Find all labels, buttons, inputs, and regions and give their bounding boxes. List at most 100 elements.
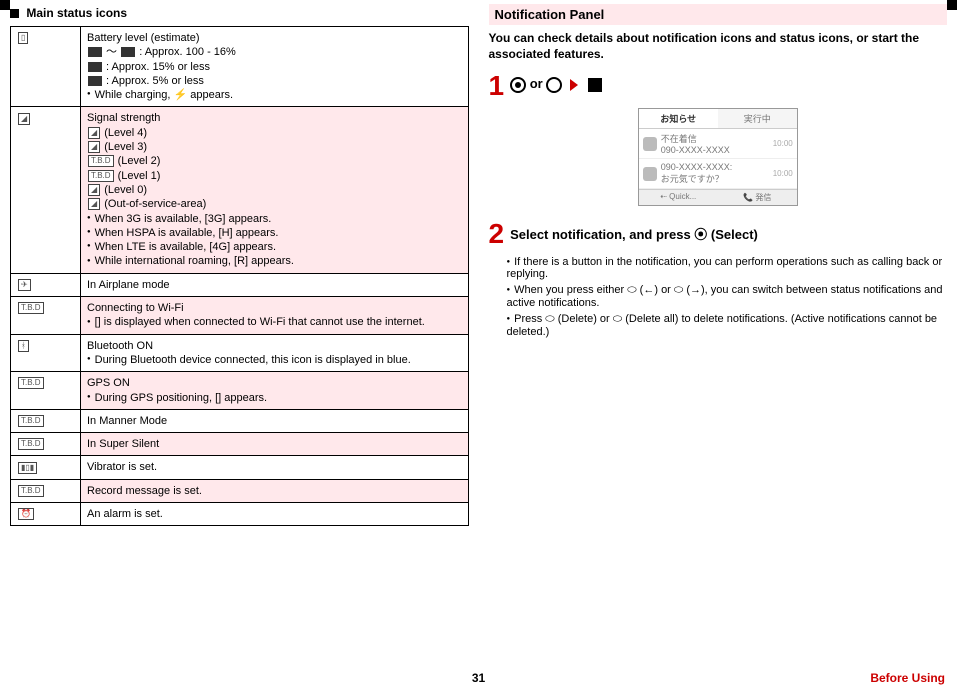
bullet: Press ⬭ (Delete) or ⬭ (Delete all) to de… [507,313,948,338]
line: : Approx. 5% or less [87,74,462,88]
icon-cell: T.B.D [11,409,81,432]
desc-cell: Connecting to Wi-Fi [] is displayed when… [81,297,469,335]
status-icons-table: ▯ Battery level (estimate) ～ : Approx. 1… [10,26,469,526]
bullet: When LTE is available, [4G] appears. [87,240,462,254]
row-sub: お元気ですか？ [661,172,773,185]
table-row: ᚼ Bluetooth ON During Bluetooth device c… [11,334,469,372]
left-column: Main status icons ▯ Battery level (estim… [10,4,469,526]
line: ◢ (Out-of-service-area) [87,197,462,211]
line: T.B.D (Level 2) [87,154,462,168]
icon-cell: T.B.D [11,297,81,335]
icon-cell: T.B.D [11,433,81,456]
desc-cell: Bluetooth ON During Bluetooth device con… [81,334,469,372]
ring-key-icon [546,77,562,93]
bullet: When HSPA is available, [H] appears. [87,226,462,240]
bullet: [] is displayed when connected to Wi-Fi … [87,315,462,329]
table-row: ▮▯▮ Vibrator is set. [11,456,469,479]
desc-cell: Signal strength ◢ (Level 4) ◢ (Level 3) … [81,107,469,273]
icon-cell: ⏰ [11,503,81,526]
line: Battery level (estimate) [87,31,462,45]
step-1: 1 or [489,72,948,100]
line: : Approx. 15% or less [87,60,462,74]
line: T.B.D (Level 1) [87,169,462,183]
desc-cell: Vibrator is set. [81,456,469,479]
phone-footer: ⇠ Quick... 📞 発信 [639,189,797,205]
icon-cell: ✈ [11,273,81,296]
phone-tabs: お知らせ 実行中 [639,109,797,129]
line: Signal strength [87,111,462,125]
icon-cell: ᚼ [11,334,81,372]
desc-cell: In Manner Mode [81,409,469,432]
or-text: or [530,76,543,91]
table-row: T.B.D Connecting to Wi-Fi [] is displaye… [11,297,469,335]
line: ～ : Approx. 100 - 16% [87,45,462,59]
row-icon [643,167,657,181]
desc-cell: Battery level (estimate) ～ : Approx. 100… [81,27,469,107]
bullet: During GPS positioning, [] appears. [87,391,462,405]
row-title: 090-XXXX-XXXX: [661,162,773,172]
bullet: When 3G is available, [3G] appears. [87,212,462,226]
section-title: Main status icons [10,6,469,20]
desc-cell: In Super Silent [81,433,469,456]
row-title: 不在着信 [661,132,773,145]
bullet: While international roaming, [R] appears… [87,254,462,268]
desc-cell: Record message is set. [81,479,469,502]
bullet: During Bluetooth device connected, this … [87,353,462,367]
step-body: or [510,72,602,93]
row-time: 10:00 [773,169,793,178]
notification-row: 090-XXXX-XXXX: お元気ですか？ 10:00 [639,159,797,189]
corner-marker [0,0,10,10]
step-body: Select notification, and press ⦿ (Select… [510,220,758,243]
tab-running: 実行中 [718,109,797,128]
table-row: ✈ In Airplane mode [11,273,469,296]
table-row: T.B.D In Manner Mode [11,409,469,432]
title-text: Main status icons [26,6,127,20]
table-row: ▯ Battery level (estimate) ～ : Approx. 1… [11,27,469,107]
table-row: T.B.D GPS ON During GPS positioning, [] … [11,372,469,410]
bullet: If there is a button in the notification… [507,256,948,280]
table-row: ◢ Signal strength ◢ (Level 4) ◢ (Level 3… [11,107,469,273]
list-icon [588,78,602,92]
line: Bluetooth ON [87,339,462,353]
table-row: ⏰ An alarm is set. [11,503,469,526]
table-row: T.B.D Record message is set. [11,479,469,502]
table-row: T.B.D In Super Silent [11,433,469,456]
desc-cell: An alarm is set. [81,503,469,526]
corner-marker [947,0,957,10]
icon-cell: ◢ [11,107,81,273]
page-number: 31 [472,671,485,685]
center-key-icon [510,77,526,93]
step-2: 2 Select notification, and press ⦿ (Sele… [489,220,948,248]
phone-screenshot: お知らせ 実行中 不在着信 090-XXXX-XXXX 10:00 090-XX… [638,108,798,206]
intro-text: You can check details about notification… [489,31,948,62]
page-footer: 31 Before Using [0,671,957,685]
line: Connecting to Wi-Fi [87,301,462,315]
icon-cell: ▮▯▮ [11,456,81,479]
desc-cell: In Airplane mode [81,273,469,296]
row-sub: 090-XXXX-XXXX [661,145,773,155]
line: ◢ (Level 4) [87,126,462,140]
line: In Airplane mode [87,278,462,292]
line: ◢ (Level 0) [87,183,462,197]
row-icon [643,137,657,151]
icon-cell: T.B.D [11,479,81,502]
line: GPS ON [87,376,462,390]
right-column: Notification Panel You can check details… [489,4,948,526]
icon-cell: ▯ [11,27,81,107]
square-bullet-icon [10,9,19,18]
bullet: When you press either ⬭ (←) or ⬭ (→), yo… [507,284,948,309]
foot-call: 📞 発信 [718,190,797,205]
row-time: 10:00 [773,139,793,148]
desc-cell: GPS ON During GPS positioning, [] appear… [81,372,469,410]
line: ◢ (Level 3) [87,140,462,154]
icon-cell: T.B.D [11,372,81,410]
step-number: 2 [489,220,505,248]
tab-notices: お知らせ [639,109,718,128]
section-name: Before Using [870,671,945,685]
foot-quick: ⇠ Quick... [639,190,718,205]
step-2-notes: If there is a button in the notification… [507,256,948,338]
notification-row: 不在着信 090-XXXX-XXXX 10:00 [639,129,797,159]
step-number: 1 [489,72,505,100]
notification-panel-header: Notification Panel [489,4,948,25]
bullet: While charging, ⚡ appears. [87,88,462,102]
